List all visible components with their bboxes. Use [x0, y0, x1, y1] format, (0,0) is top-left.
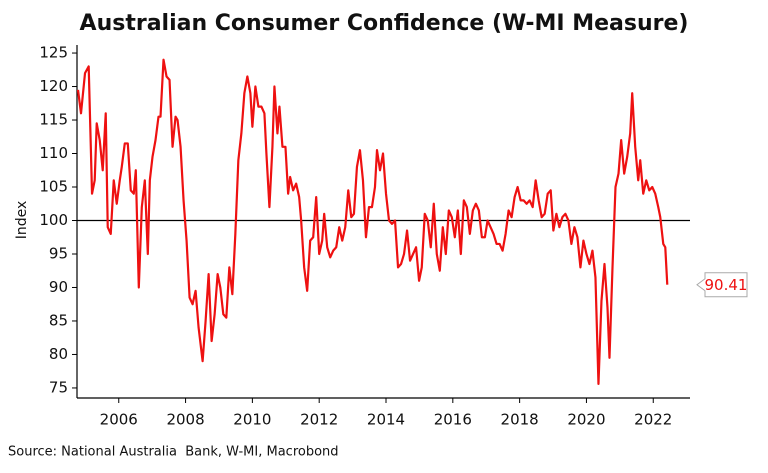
x-tick-label: 2008 — [166, 411, 204, 429]
x-tick-label: 2018 — [501, 411, 539, 429]
x-tick-label: 2016 — [434, 411, 472, 429]
y-axis-label: Index — [14, 201, 30, 240]
y-tick-label: 120 — [39, 77, 68, 95]
chart-title: Australian Consumer Confidence (W-MI Mea… — [80, 11, 689, 36]
y-tick-label: 125 — [39, 44, 68, 62]
last-value-label: 90.41 — [705, 276, 748, 294]
y-tick-label: 95 — [49, 244, 68, 262]
y-tick-label: 115 — [39, 111, 68, 129]
data-line — [76, 58, 669, 386]
y-tick-label: 75 — [49, 378, 68, 396]
x-tick-label: 2012 — [300, 411, 338, 429]
y-tick-label: 80 — [49, 345, 68, 363]
y-tick-label: 90 — [49, 278, 68, 296]
y-tick-label: 85 — [49, 311, 68, 329]
x-tick-label: 2006 — [100, 411, 138, 429]
y-tick-label: 100 — [39, 211, 68, 229]
y-tick-label: 105 — [39, 178, 68, 196]
source-note: Source: National Australia Bank, W-MI, M… — [8, 445, 339, 460]
x-tick-label: 2014 — [367, 411, 405, 429]
x-tick-label: 2010 — [233, 411, 271, 429]
x-tick-label: 2022 — [634, 411, 672, 429]
x-tick-label: 2020 — [567, 411, 605, 429]
y-tick-label: 110 — [39, 144, 68, 162]
callout-box — [696, 272, 748, 298]
